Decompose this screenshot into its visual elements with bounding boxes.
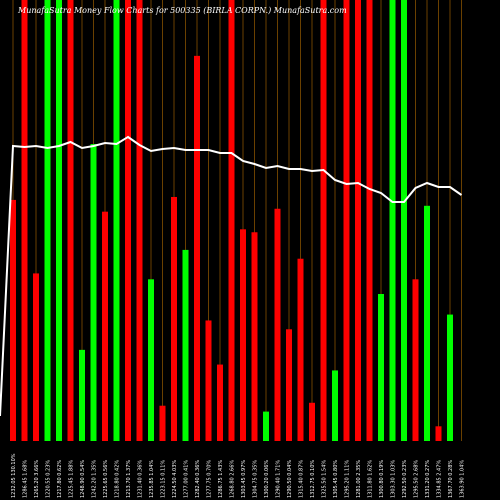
x-tick-label: 1217.80 0.62%	[57, 460, 63, 498]
x-tick-label: 1231.40 0.36%	[138, 460, 144, 498]
money-flow-bar	[10, 199, 16, 441]
x-tick-label: 1325.50 1.54%	[322, 460, 328, 498]
x-tick-label: 1277.00 0.41%	[184, 460, 190, 498]
money-flow-bar	[194, 55, 200, 442]
x-tick-label: 1218.80 0.42%	[115, 460, 121, 498]
x-tick-label: 1311.80 1.62%	[368, 460, 374, 498]
x-tick-label: 1300.20 0.06%	[264, 460, 270, 498]
x-tick-label: 1290.50 0.04%	[287, 460, 293, 498]
money-flow-bar	[435, 426, 442, 441]
money-flow-bar	[263, 411, 269, 441]
x-tick-label: 1248.90 0.54%	[80, 460, 86, 498]
x-tick-label: 1300.80 0.19%	[379, 460, 385, 498]
x-tick-label: 1292.50 0.23%	[402, 460, 408, 498]
x-tick-label: 1281.00 2.35%	[356, 460, 362, 498]
money-flow-bar	[389, 0, 396, 441]
money-flow-bar	[44, 0, 51, 441]
money-flow-bar	[274, 208, 281, 441]
chart-title: MunafaSutra Money Flow Charts for 500335…	[18, 6, 347, 15]
x-tick-label: 1331.20 0.27%	[425, 460, 431, 498]
x-axis-ticks: 1232.05 130.10% 1286.45 1.68% 1265.20 3.66…	[11, 453, 466, 498]
money-flow-bar	[412, 279, 419, 441]
x-tick-label: 1286.75 1.43%	[218, 460, 224, 498]
x-tick-label: 1363.90 1.04%	[460, 460, 466, 498]
money-flow-bar	[171, 196, 177, 441]
money-flow-bar	[228, 0, 235, 441]
x-tick-label: 1265.20 3.66%	[34, 460, 40, 498]
x-tick-label: 1286.45 1.68%	[23, 460, 29, 498]
x-tick-label: 1235.85 1.04%	[149, 460, 155, 498]
money-flow-bar	[366, 0, 373, 441]
money-flow-bar	[286, 329, 292, 441]
x-tick-label: 1242.20 1.35%	[92, 460, 98, 498]
money-flow-bar	[217, 364, 223, 441]
money-flow-bar	[102, 211, 108, 441]
money-flow-bar	[125, 0, 131, 441]
money-flow-bar	[309, 402, 315, 441]
x-tick-label: 1213.70 1.37%	[126, 460, 132, 498]
money-flow-bar	[79, 349, 85, 441]
money-flow-bar	[182, 249, 189, 441]
money-flow-bar	[113, 0, 120, 441]
money-flow-bar	[297, 258, 304, 441]
x-tick-label: 1303.30 1.03%	[391, 460, 397, 498]
x-tick-label: 1334.85 2.47%	[437, 460, 443, 498]
x-tick-label: 1223.15 0.11%	[161, 460, 167, 498]
money-flow-bar	[355, 0, 361, 441]
x-tick-label: 1277.75 0.70%	[207, 460, 213, 498]
money-flow-bar	[424, 205, 430, 441]
money-flow-bar	[148, 279, 154, 441]
x-tick-label: 1225.45 1.88%	[69, 460, 75, 498]
x-tick-label: 1305.45 0.80%	[333, 460, 339, 498]
money-flow-bar	[56, 0, 62, 441]
x-tick-label: 1295.20 1.11%	[345, 460, 351, 498]
money-flow-bar	[33, 273, 39, 441]
money-flow-bar	[343, 0, 350, 441]
bars	[10, 0, 453, 442]
money-flow-bar	[21, 0, 28, 441]
x-tick-label: 1367.70 0.28%	[448, 460, 454, 498]
x-tick-label: 1315.40 0.87%	[299, 460, 305, 498]
money-flow-bar	[90, 144, 97, 441]
money-flow-bar	[447, 314, 453, 441]
x-tick-label: 1295.50 2.68%	[414, 460, 420, 498]
money-flow-bar	[67, 0, 74, 441]
x-tick-label: 1232.05 130.10%	[11, 453, 17, 498]
money-flow-bar	[378, 294, 384, 441]
money-flow-bar	[320, 0, 327, 441]
x-tick-label: 1312.75 0.10%	[310, 460, 316, 498]
x-tick-label: 1304.75 0.35%	[253, 460, 259, 498]
money-flow-bar	[332, 370, 338, 441]
money-flow-bar	[240, 229, 246, 441]
x-tick-label: 1303.45 0.97%	[241, 460, 247, 498]
x-tick-label: 1290.40 1.71%	[276, 460, 282, 498]
price-line	[0, 135, 463, 417]
money-flow-bar	[159, 405, 166, 441]
x-tick-label: 1225.65 0.56%	[103, 460, 109, 498]
x-tick-label: 1268.80 2.66%	[230, 460, 236, 498]
x-tick-label: 1220.55 0.23%	[46, 460, 52, 498]
x-tick-label: 1224.50 4.03%	[172, 460, 178, 498]
money-flow-bar	[136, 0, 143, 441]
money-flow-bar	[205, 320, 212, 441]
money-flow-bar	[251, 232, 258, 441]
x-tick-label: 1282.40 0.36%	[195, 460, 201, 498]
money-flow-bar	[401, 0, 407, 441]
